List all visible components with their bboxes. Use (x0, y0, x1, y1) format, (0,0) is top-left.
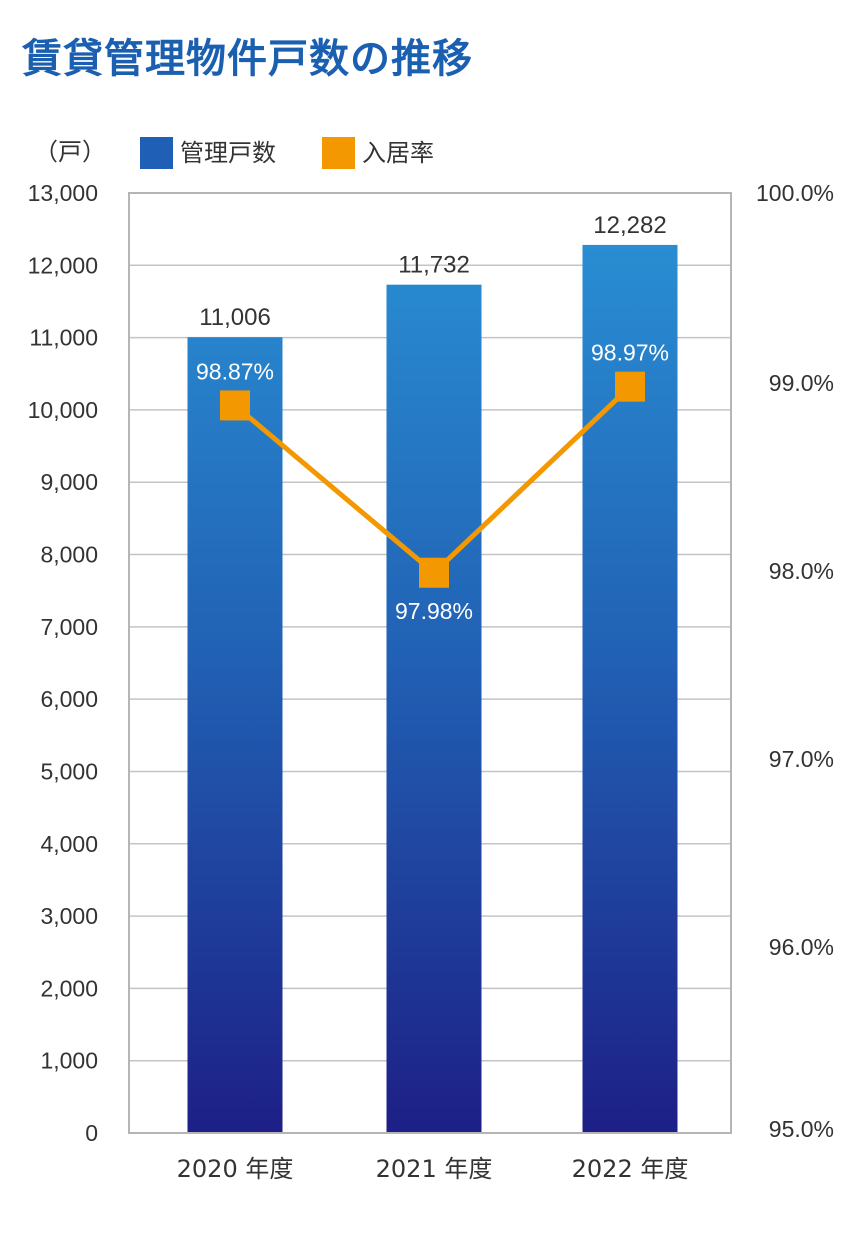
left-tick-label: 10,000 (28, 397, 98, 423)
bar-value-label: 11,006 (199, 304, 271, 331)
left-tick-label: 3,000 (40, 903, 98, 929)
bar (386, 284, 482, 1133)
left-tick-label: 2,000 (40, 975, 98, 1001)
left-tick-label: 7,000 (40, 614, 98, 640)
occupancy-marker (220, 390, 250, 421)
left-tick-label: 5,000 (40, 758, 98, 784)
left-tick-label: 9,000 (40, 469, 98, 495)
right-tick-label: 99.0% (769, 370, 834, 396)
occupancy-value-label: 97.98% (395, 598, 473, 624)
occupancy-value-label: 98.87% (196, 358, 274, 384)
right-tick-label: 96.0% (769, 934, 834, 960)
right-tick-label: 98.0% (769, 558, 834, 584)
x-tick-label: 2022 年度 (572, 1155, 689, 1183)
bar-value-label: 12,282 (593, 212, 666, 239)
right-tick-label: 97.0% (769, 746, 834, 772)
x-tick-label: 2021 年度 (376, 1155, 493, 1183)
chart-title: 賃貸管理物件戸数の推移 (22, 36, 473, 82)
left-tick-label: 12,000 (28, 252, 98, 278)
plot-frame (128, 192, 732, 1134)
right-tick-label: 100.0% (756, 180, 834, 206)
legend-label-line: 入居率 (362, 139, 434, 167)
legend-swatch-bar (140, 137, 173, 169)
right-tick-label: 95.0% (769, 1116, 834, 1142)
occupancy-marker (615, 371, 645, 402)
unit-label: （戸） (34, 138, 106, 166)
legend-label-bar: 管理戸数 (180, 139, 276, 167)
bar-value-label: 11,732 (398, 252, 470, 279)
left-tick-label: 0 (85, 1120, 98, 1146)
left-tick-label: 1,000 (40, 1048, 98, 1074)
bar (187, 337, 283, 1134)
left-tick-label: 8,000 (40, 542, 98, 568)
left-tick-label: 13,000 (28, 180, 98, 206)
legend-swatch-line (322, 137, 355, 169)
occupancy-marker (419, 557, 449, 588)
left-tick-label: 11,000 (29, 325, 98, 351)
left-tick-label: 6,000 (40, 686, 98, 712)
left-tick-label: 4,000 (40, 831, 98, 857)
occupancy-value-label: 98.97% (591, 340, 669, 366)
x-tick-label: 2020 年度 (177, 1155, 294, 1183)
